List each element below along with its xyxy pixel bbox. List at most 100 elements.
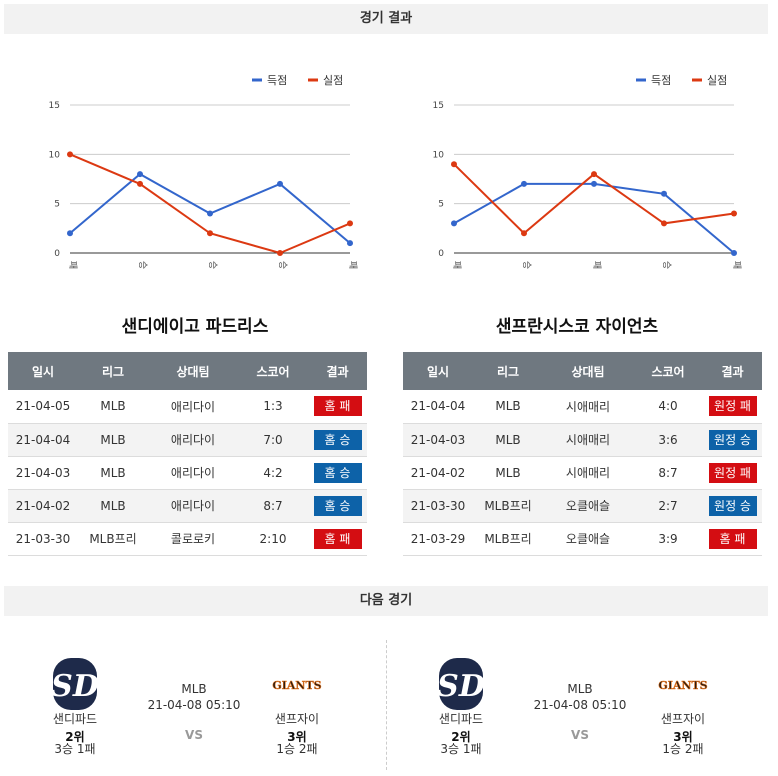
date-cell: 21-04-02 xyxy=(403,456,473,490)
data-point-score xyxy=(67,230,73,237)
y-tick-label: 15 xyxy=(49,101,60,111)
x-tick-label: 승 xyxy=(661,261,672,269)
away-team-rank: 3위 xyxy=(287,730,307,744)
column-header: 스코어 xyxy=(633,352,703,390)
opponent-cell: 오클애슬 xyxy=(543,489,633,523)
x-tick-label: 패 xyxy=(347,261,358,269)
data-point-score xyxy=(661,190,667,197)
table-header-row: 일시 리그 상대팀 스코어 결과 xyxy=(8,352,367,390)
league-cell: MLB xyxy=(78,423,148,457)
data-point-allowed xyxy=(347,220,353,227)
line-chart-padres: 득점 실점 0 5 10 15 패 승 승 승 패 xyxy=(49,74,358,269)
score-cell: 3:6 xyxy=(633,423,703,457)
table-row: 21-04-04 MLB 시애매리 4:0 원정 패 xyxy=(403,390,762,424)
legend-item-score: 득점 xyxy=(252,74,287,87)
data-point-allowed xyxy=(661,220,667,227)
svg-text:GIANTS: GIANTS xyxy=(658,679,707,692)
data-point-allowed xyxy=(451,161,457,168)
opponent-cell: 시애매리 xyxy=(543,456,633,490)
result-cell: 홈 승 xyxy=(308,456,367,490)
next-match-card: SD 샌디파드 2위 3승 1패 MLB 21-04-08 05:10 VS GIANTS 샌프… xyxy=(390,640,770,760)
date-cell: 21-03-30 xyxy=(403,489,473,523)
table-row: 21-04-05 MLB 애리다이 1:3 홈 패 xyxy=(8,390,367,424)
date-cell: 21-04-05 xyxy=(8,390,78,424)
league-cell: MLB xyxy=(473,456,543,490)
svg-text:SD: SD xyxy=(51,669,99,704)
result-badge: 홈 패 xyxy=(313,396,362,417)
score-cell: 8:7 xyxy=(238,489,308,523)
league-cell: MLB프리 xyxy=(473,489,543,523)
result-cell: 원정 패 xyxy=(703,456,762,490)
data-point-score xyxy=(347,240,353,247)
y-tick-label: 10 xyxy=(49,150,61,160)
match-league: MLB xyxy=(181,682,207,696)
score-cell: 7:0 xyxy=(238,423,308,457)
result-badge: 홈 승 xyxy=(313,462,362,483)
data-point-allowed xyxy=(521,230,527,237)
date-cell: 21-04-04 xyxy=(8,423,78,457)
league-cell: MLB프리 xyxy=(78,522,148,556)
column-header: 결과 xyxy=(703,352,762,390)
date-cell: 21-04-03 xyxy=(403,423,473,457)
table-row: 21-04-02 MLB 애리다이 8:7 홈 승 xyxy=(8,489,367,523)
result-badge: 원정 승 xyxy=(708,495,757,516)
date-cell: 21-04-04 xyxy=(403,390,473,424)
data-point-score xyxy=(731,250,737,256)
legend-label: 득점 xyxy=(267,74,287,87)
y-tick-label: 0 xyxy=(54,249,60,259)
opponent-cell: 오클애슬 xyxy=(543,522,633,556)
match-league: MLB xyxy=(567,682,593,696)
column-header: 리그 xyxy=(78,352,148,390)
home-team-rank: 2위 xyxy=(451,730,471,744)
data-point-allowed xyxy=(207,230,213,237)
match-time: 21-04-08 05:10 xyxy=(533,698,627,712)
x-tick-label: 패 xyxy=(591,261,602,269)
result-badge: 홈 패 xyxy=(708,528,757,549)
score-cell: 2:10 xyxy=(238,522,308,556)
result-cell: 원정 승 xyxy=(703,489,762,523)
opponent-cell: 시애매리 xyxy=(543,390,633,424)
score-cell: 1:3 xyxy=(238,390,308,424)
date-cell: 21-04-03 xyxy=(8,456,78,490)
score-cell: 8:7 xyxy=(633,456,703,490)
vs-label: VS xyxy=(185,728,203,742)
team-title-giants: 샌프란시스코 자이언츠 xyxy=(495,317,659,337)
home-team-name: 샌디파드 xyxy=(52,712,98,726)
data-point-score xyxy=(591,180,597,187)
table-row: 21-03-29 MLB프리 오클애슬 3:9 홈 패 xyxy=(403,522,762,556)
home-team-record: 3승 1패 xyxy=(440,742,482,756)
away-team-name: 샌프자이 xyxy=(660,712,706,726)
x-tick-label: 승 xyxy=(277,261,288,269)
next-game-section-title: 다음 경기 xyxy=(4,586,768,616)
league-cell: MLB xyxy=(473,423,543,457)
data-point-allowed xyxy=(277,250,283,256)
table-row: 21-04-03 MLB 애리다이 4:2 홈 승 xyxy=(8,456,367,490)
y-tick-label: 5 xyxy=(54,200,60,210)
score-cell: 4:2 xyxy=(238,456,308,490)
data-point-score xyxy=(207,210,213,217)
data-point-score xyxy=(451,220,457,227)
away-team-rank: 3위 xyxy=(673,730,693,744)
opponent-cell: 시애매리 xyxy=(543,423,633,457)
y-tick-label: 0 xyxy=(438,249,444,259)
column-header: 리그 xyxy=(473,352,543,390)
x-tick-label: 패 xyxy=(731,261,742,269)
opponent-cell: 애리다이 xyxy=(148,423,238,457)
line-chart-giants: 득점 실점 0 5 10 15 패 승 패 승 패 xyxy=(433,74,742,269)
svg-text:GIANTS: GIANTS xyxy=(272,679,321,692)
table-header-row: 일시 리그 상대팀 스코어 결과 xyxy=(403,352,762,390)
result-cell: 홈 패 xyxy=(308,390,367,424)
results-section-title: 경기 결과 xyxy=(4,4,768,34)
result-cell: 홈 승 xyxy=(308,423,367,457)
results-table-padres: 일시 리그 상대팀 스코어 결과 21-04-05 MLB 애리다이 1:3 홈 패 21-04-… xyxy=(8,352,367,556)
opponent-cell: 애리다이 xyxy=(148,489,238,523)
legend-item-score: 득점 xyxy=(636,74,671,87)
chart-padres: 득점 실점 0 5 10 15 패 승 승 승 패 xyxy=(40,58,380,280)
column-header: 일시 xyxy=(403,352,473,390)
column-header: 스코어 xyxy=(238,352,308,390)
x-tick-label: 승 xyxy=(521,261,532,269)
result-badge: 원정 패 xyxy=(708,462,757,483)
league-cell: MLB xyxy=(473,390,543,424)
score-cell: 2:7 xyxy=(633,489,703,523)
x-tick-label: 승 xyxy=(137,261,148,269)
